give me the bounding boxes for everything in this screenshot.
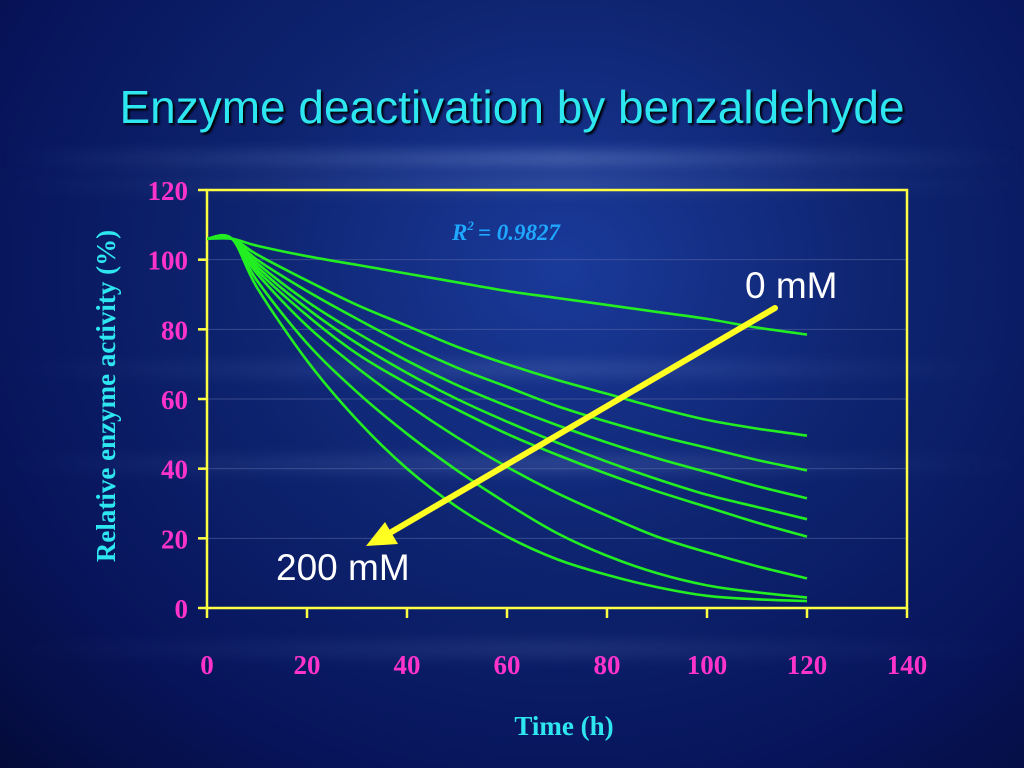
series-line-7 xyxy=(206,234,808,580)
trend-arrow xyxy=(366,305,778,546)
x-tick-label: 40 xyxy=(394,650,421,680)
series-line-4 xyxy=(206,235,808,500)
y-tick-label: 40 xyxy=(161,455,188,485)
y-tick-label: 100 xyxy=(148,246,189,276)
series-line-2 xyxy=(206,236,808,437)
y-tick-label: 120 xyxy=(148,176,189,206)
x-tick-label: 60 xyxy=(494,650,521,680)
x-tick-label: 140 xyxy=(887,650,928,680)
axis-ticks: 0 20 40 60 80 100 120 0 20 40 60 80 100 120 140 xyxy=(148,176,928,680)
series-layer xyxy=(206,233,808,603)
trend-arrow-shaft xyxy=(385,305,778,537)
r2-annotation: R2 = 0.9827 xyxy=(451,218,561,245)
label-0mm: 0 mM xyxy=(745,265,838,306)
trend-arrow-head xyxy=(366,522,398,546)
y-tick-label: 60 xyxy=(161,385,188,415)
x-tick-label: 120 xyxy=(787,650,828,680)
y-axis-title: Relative enzyme activity (%) xyxy=(91,230,121,562)
slide-title: Enzyme deactivation by benzaldehyde xyxy=(119,81,905,133)
y-tick-label: 0 xyxy=(175,594,189,624)
y-tick-label: 80 xyxy=(161,315,188,345)
series-line-5 xyxy=(206,235,808,521)
series-line-9 xyxy=(206,233,808,603)
x-tick-label: 0 xyxy=(200,650,214,680)
x-tick-label: 100 xyxy=(687,650,728,680)
x-axis-title: Time (h) xyxy=(514,711,613,741)
series-line-6 xyxy=(206,235,808,538)
x-tick-label: 80 xyxy=(594,650,621,680)
y-tick-label: 20 xyxy=(161,524,188,554)
label-200mm: 200 mM xyxy=(276,547,410,588)
series-line-1 xyxy=(206,236,808,336)
x-tick-label: 20 xyxy=(294,650,321,680)
series-line-3 xyxy=(206,235,808,472)
